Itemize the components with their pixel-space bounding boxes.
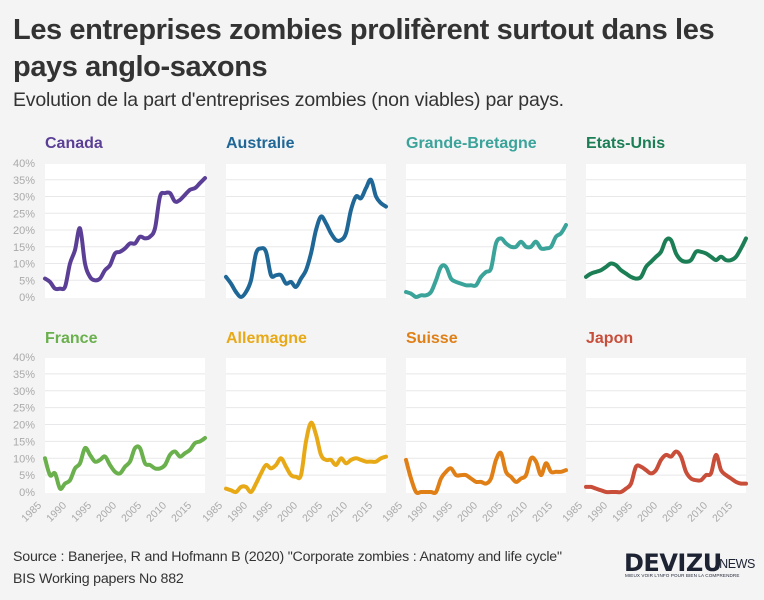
- x-tick-label: 2000: [275, 500, 300, 525]
- y-tick-label: 30%: [13, 192, 35, 204]
- panel-title: Allemagne: [226, 330, 307, 347]
- x-tick-label: 2015: [710, 500, 735, 525]
- x-tick-label: 2010: [505, 500, 530, 525]
- x-tick-label: 2010: [685, 500, 710, 525]
- source-line-1: Source : Banerjee, R and Hofmann B (2020…: [13, 549, 562, 565]
- y-tick-label: 40%: [13, 158, 35, 170]
- logo-wordmark: DEVIZU: [624, 549, 722, 577]
- x-tick-label: 1985: [380, 500, 405, 525]
- logo-suffix: .NEWS: [716, 557, 755, 571]
- panel-grande-bretagne: Grande-Bretagne: [404, 135, 568, 300]
- x-tick-label: 2000: [94, 500, 119, 525]
- y-tick-label: 20%: [13, 420, 35, 432]
- y-tick-label: 5%: [19, 470, 35, 482]
- panel-title: Canada: [45, 135, 103, 152]
- y-tick-label: 25%: [13, 208, 35, 220]
- panel-title: Etats-Unis: [586, 135, 665, 152]
- y-tick-label: 0%: [19, 487, 35, 499]
- panel-suisse: Suisse 1985 1990 1995 2000 2005 2010 2015: [380, 330, 568, 525]
- y-tick-label: 10%: [13, 259, 35, 271]
- x-tick-label: 1995: [69, 500, 94, 525]
- y-tick-label: 15%: [13, 242, 35, 254]
- x-tick-label: 2005: [660, 500, 685, 525]
- series-line-suisse: [404, 450, 568, 496]
- panel-title: Grande-Bretagne: [406, 135, 537, 152]
- x-tick-label: 1990: [225, 500, 250, 525]
- y-tick-label: 10%: [13, 453, 35, 465]
- panel-etats-unis: Etats-Unis: [584, 135, 748, 298]
- y-tick-label: 25%: [13, 403, 35, 415]
- x-tick-label: 1990: [405, 500, 430, 525]
- series-line-grande-bretagne: [404, 223, 568, 300]
- panel-allemagne: Allemagne 1985 1990 1995 2000 2005 2010 2015: [200, 330, 388, 525]
- x-tick-label: 1995: [610, 500, 635, 525]
- y-tick-label: 35%: [13, 369, 35, 381]
- x-tick-label: 2015: [169, 500, 194, 525]
- panel-title: Japon: [586, 330, 633, 347]
- x-tick-label: 1990: [585, 500, 610, 525]
- panel-australie: Australie: [224, 135, 388, 299]
- series-line-etats-unis: [584, 236, 748, 281]
- x-tick-label: 2005: [480, 500, 505, 525]
- panel-canada: Canada 0% 5% 10% 15% 20% 25% 30% 35% 40%: [13, 135, 207, 304]
- source-line-2: BIS Working papers No 882: [13, 571, 184, 587]
- logo-tagline: MIEUX VOIR L'INFO POUR BIEN LA COMPRENDR…: [625, 573, 740, 578]
- x-tick-label: 1995: [430, 500, 455, 525]
- series-line-canada: [43, 176, 207, 292]
- chart-title: Les entreprises zombies prolifèrent surt…: [13, 14, 715, 83]
- panel-japon: Japon 1985 1990 1995 2000 2005 2010 2015: [560, 330, 748, 525]
- y-tick-label: 15%: [13, 436, 35, 448]
- x-tick-label: 1985: [19, 500, 44, 525]
- series-line-france: [43, 436, 207, 491]
- y-tick-label: 5%: [19, 275, 35, 287]
- y-tick-label: 20%: [13, 225, 35, 237]
- x-tick-label: 1985: [200, 500, 225, 525]
- x-tick-label: 2015: [350, 500, 375, 525]
- panel-france: France 0% 5% 10% 15% 20% 25% 30% 35% 40% 1985 1990 1…: [13, 330, 207, 525]
- x-tick-label: 1985: [560, 500, 585, 525]
- x-tick-label: 2005: [119, 500, 144, 525]
- series-line-japon: [584, 449, 748, 495]
- x-tick-label: 1990: [44, 500, 69, 525]
- x-tick-label: 2010: [325, 500, 350, 525]
- source-note: Source : Banerjee, R and Hofmann B (2020…: [13, 546, 562, 590]
- x-tick-label: 2000: [455, 500, 480, 525]
- chart-subtitle: Evolution de la part d'entreprises zombi…: [13, 89, 564, 111]
- y-tick-label: 0%: [19, 292, 35, 304]
- panel-title: Suisse: [406, 330, 458, 347]
- y-tick-label: 40%: [13, 352, 35, 364]
- series-line-australie: [224, 177, 388, 299]
- devizu-logo: DEVIZU .NEWS MIEUX VOIR L'INFO POUR BIEN…: [624, 549, 760, 579]
- x-tick-label: 2005: [300, 500, 325, 525]
- x-tick-label: 2000: [635, 500, 660, 525]
- x-tick-label: 2015: [530, 500, 555, 525]
- x-tick-label: 2010: [144, 500, 169, 525]
- x-tick-label: 1995: [250, 500, 275, 525]
- panel-title: France: [45, 330, 98, 347]
- panel-title: Australie: [226, 135, 295, 152]
- y-tick-label: 35%: [13, 175, 35, 187]
- y-tick-label: 30%: [13, 386, 35, 398]
- series-line-allemagne: [224, 420, 388, 495]
